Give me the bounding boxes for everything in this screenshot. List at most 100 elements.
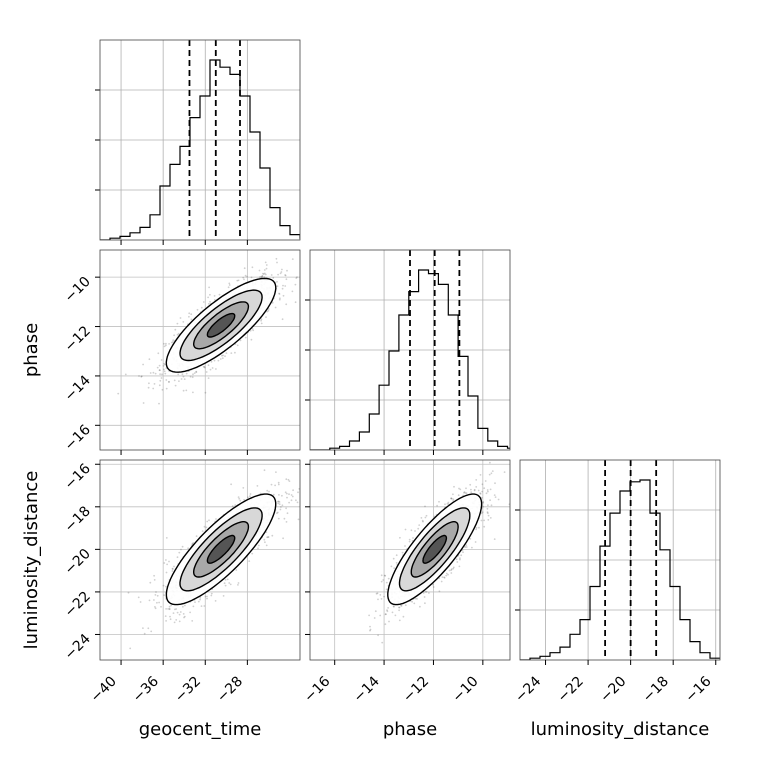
sample-point (465, 487, 467, 490)
sample-point (494, 496, 497, 498)
sample-point (420, 517, 423, 519)
sample-point (257, 547, 259, 550)
sample-point (443, 576, 446, 579)
sample-point (475, 528, 477, 531)
x-tick-label: −36 (130, 673, 162, 705)
sample-point (191, 620, 194, 622)
sample-point (230, 483, 233, 486)
sample-point (147, 386, 150, 389)
sample-point (291, 290, 294, 293)
sample-point (482, 501, 485, 503)
sample-point (279, 508, 282, 511)
sample-point (271, 301, 274, 304)
scatter-panel-geocent_time-phase (99, 249, 301, 451)
sample-point (260, 276, 263, 278)
sample-point (490, 472, 493, 475)
sample-point (392, 557, 395, 560)
sample-point (473, 489, 476, 492)
sample-point (404, 545, 406, 547)
sample-point (399, 536, 401, 539)
sample-point (487, 504, 489, 507)
sample-point (210, 592, 213, 595)
sample-point (385, 613, 387, 616)
y-tick-label: −24 (62, 631, 94, 663)
sample-point (242, 276, 245, 279)
sample-point (392, 605, 395, 607)
sample-point (148, 599, 151, 602)
sample-point (458, 565, 461, 568)
sample-point (158, 384, 161, 387)
sample-point (283, 517, 286, 520)
scatter-content (127, 469, 300, 650)
sample-point (250, 338, 253, 341)
sample-point (278, 292, 280, 295)
sample-point (267, 536, 269, 538)
contour-line (410, 521, 459, 578)
sample-point (276, 511, 279, 514)
sample-point (402, 615, 405, 618)
x-tick-label: −10 (449, 674, 481, 706)
sample-point (379, 594, 382, 596)
sample-point (200, 306, 203, 309)
hist-line-geocent_time (100, 59, 300, 240)
sample-point (264, 541, 266, 544)
sample-point (385, 588, 388, 591)
sample-point (450, 569, 453, 571)
sample-point (424, 602, 426, 605)
sample-point (157, 352, 160, 355)
sample-point (161, 388, 164, 391)
sample-point (452, 498, 455, 501)
sample-point (168, 608, 171, 611)
sample-point (204, 595, 207, 598)
sample-point (263, 269, 266, 271)
sample-point (487, 514, 490, 517)
sample-point (250, 276, 253, 279)
sample-point (163, 368, 165, 371)
sample-point (380, 598, 383, 600)
sample-point (455, 558, 458, 561)
sample-point (268, 490, 270, 493)
sample-point (258, 544, 260, 547)
sample-point (287, 478, 290, 481)
sample-point (153, 383, 156, 385)
sample-point (281, 504, 284, 507)
sample-point (192, 373, 194, 376)
sample-point (282, 537, 284, 540)
sample-point (486, 511, 489, 513)
sample-point (160, 377, 163, 379)
sample-point (266, 310, 269, 313)
sample-point (493, 494, 496, 496)
sample-point (384, 574, 387, 577)
sample-point (222, 354, 225, 357)
sample-point (489, 461, 491, 464)
sample-point (213, 295, 216, 297)
sample-point (481, 490, 484, 493)
sample-point (412, 537, 414, 539)
x-tick-label: −14 (351, 673, 383, 705)
sample-point (251, 266, 254, 269)
sample-point (237, 584, 239, 586)
sample-point (280, 506, 282, 508)
sample-point (174, 328, 177, 331)
sample-point (202, 301, 205, 303)
sample-point (202, 365, 205, 368)
sample-point (195, 370, 198, 373)
sample-point (173, 565, 175, 568)
sample-point (424, 591, 427, 593)
sample-point (464, 546, 467, 548)
sample-point (486, 507, 489, 510)
sample-point (440, 580, 443, 583)
scatter-panel-phase-luminosity_distance (309, 459, 511, 661)
sample-point (242, 487, 245, 489)
sample-point (243, 498, 246, 501)
sample-point (199, 598, 202, 601)
sample-point (228, 582, 231, 584)
sample-point (251, 552, 254, 555)
contour-line (206, 312, 236, 338)
sample-point (170, 604, 173, 607)
contour-line (422, 534, 448, 564)
contour-line (179, 507, 263, 592)
sample-point (384, 613, 387, 616)
sample-point (150, 630, 153, 633)
sample-point (201, 530, 204, 532)
